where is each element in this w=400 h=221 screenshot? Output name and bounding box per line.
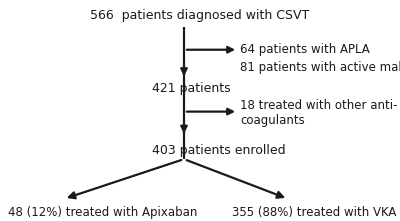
Text: 18 treated with other anti-
coagulants: 18 treated with other anti- coagulants <box>240 99 398 127</box>
Text: 48 (12%) treated with Apixaban: 48 (12%) treated with Apixaban <box>8 206 197 219</box>
Text: 421 patients: 421 patients <box>152 82 231 95</box>
Text: 64 patients with APLA: 64 patients with APLA <box>240 43 370 56</box>
Text: 403 patients enrolled: 403 patients enrolled <box>152 144 286 157</box>
Text: 355 (88%) treated with VKA: 355 (88%) treated with VKA <box>232 206 396 219</box>
Text: 81 patients with active malignancy: 81 patients with active malignancy <box>240 61 400 74</box>
Text: 566  patients diagnosed with CSVT: 566 patients diagnosed with CSVT <box>90 9 310 22</box>
